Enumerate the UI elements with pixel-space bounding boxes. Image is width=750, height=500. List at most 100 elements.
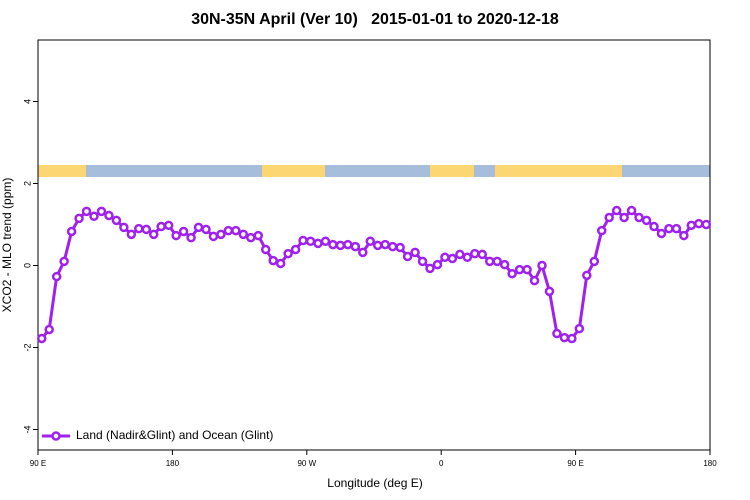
data-point [148, 229, 159, 240]
data-point [223, 225, 234, 236]
data-point [156, 221, 166, 232]
data-point [268, 255, 278, 266]
data-point [66, 226, 77, 237]
data-point [343, 239, 353, 250]
data-point [89, 211, 99, 222]
data-point [664, 223, 674, 234]
data-point [313, 238, 323, 249]
data-point [335, 240, 346, 251]
data-point [320, 236, 331, 247]
data-point [552, 328, 562, 339]
data-point [350, 241, 361, 252]
data-point [649, 221, 659, 232]
land-band [262, 165, 325, 177]
data-point [492, 256, 502, 267]
x-tick-label: 90 W [297, 459, 316, 468]
data-point [686, 220, 697, 231]
data-point [604, 212, 614, 223]
land-band [430, 165, 474, 177]
data-point [507, 268, 517, 279]
data-point [455, 249, 465, 260]
data-point [231, 225, 241, 236]
data-point [499, 259, 510, 270]
data-point [656, 228, 667, 239]
y-tick-label: -4 [22, 425, 32, 433]
data-point [171, 230, 181, 241]
data-point [283, 248, 293, 259]
data-point [44, 324, 54, 335]
data-point [111, 215, 122, 226]
data-point [59, 256, 69, 267]
data-point [275, 258, 286, 269]
chart-title: 30N-35N April (Ver 10) 2015-01-01 to 202… [191, 11, 559, 28]
data-point [163, 220, 174, 231]
data-point [186, 232, 196, 243]
data-point [462, 252, 473, 263]
data-point [537, 260, 547, 271]
data-point [178, 226, 189, 237]
data-point [387, 241, 398, 252]
data-point [611, 205, 622, 216]
x-tick-label: 90 E [567, 459, 583, 468]
data-point [372, 240, 383, 251]
y-tick-label: 2 [22, 181, 32, 186]
x-tick-label: 180 [703, 459, 717, 468]
data-point [567, 333, 577, 344]
land-band [38, 165, 86, 177]
data-point [522, 264, 532, 275]
data-point [216, 229, 226, 240]
y-tick-label: 0 [22, 263, 32, 268]
data-point [671, 223, 682, 234]
legend-marker [51, 431, 61, 441]
data-point [253, 230, 264, 241]
y-tick-label: 4 [22, 99, 32, 104]
data-point [305, 236, 316, 247]
data-point [529, 275, 540, 286]
data-point [514, 264, 525, 275]
data-point [208, 231, 219, 242]
data-point [619, 212, 629, 223]
land-ocean-strip [38, 165, 710, 177]
data-point [559, 332, 570, 343]
data-point [477, 249, 488, 260]
data-point [119, 222, 129, 233]
plot-frame [37, 39, 711, 451]
data-point [81, 206, 92, 217]
legend-label: Land (Nadir&Glint) and Ocean (Glint) [76, 428, 273, 442]
data-point [447, 253, 458, 264]
data-point [298, 235, 308, 246]
data-point [417, 256, 428, 267]
data-point [395, 242, 405, 253]
data-point [544, 286, 555, 297]
y-axis-title: XCO2 - MLO trend (ppm) [0, 178, 14, 313]
data-point [246, 232, 256, 243]
data-point [104, 210, 114, 221]
y-tick-label: -2 [22, 343, 32, 351]
data-point [679, 230, 689, 241]
x-axis-title: Longitude (deg E) [327, 476, 422, 490]
data-point [701, 219, 712, 230]
data-point [402, 251, 413, 262]
data-point [290, 244, 301, 255]
data-point [425, 263, 435, 274]
data-point [484, 256, 495, 267]
data-point [582, 270, 592, 281]
x-tick-label: 180 [166, 459, 180, 468]
land-band [495, 165, 622, 177]
data-point [201, 224, 211, 235]
x-tick-label: 0 [439, 459, 444, 468]
data-point [51, 271, 62, 282]
data-point [328, 239, 338, 250]
data-point [260, 244, 271, 255]
data-point [365, 236, 376, 247]
data-point [410, 247, 420, 258]
data-point [96, 206, 107, 217]
data-point [470, 248, 480, 259]
data-point [574, 323, 585, 334]
data-point [74, 213, 84, 224]
data-point [126, 229, 137, 240]
legend-item: Land (Nadir&Glint) and Ocean (Glint) [42, 428, 273, 442]
data-point [358, 247, 368, 258]
data-point [596, 225, 607, 236]
data-point [641, 215, 652, 226]
